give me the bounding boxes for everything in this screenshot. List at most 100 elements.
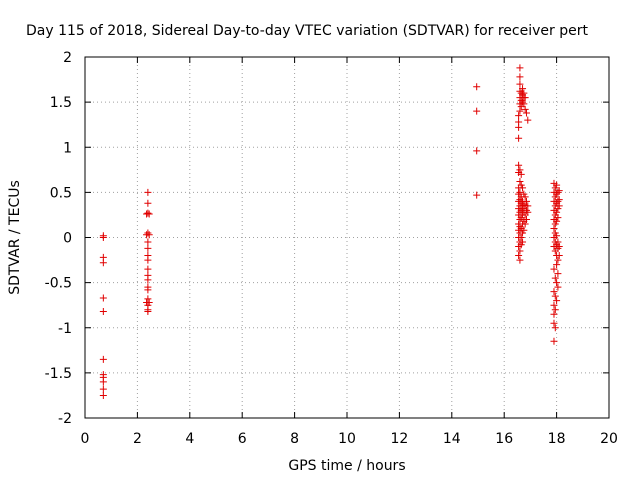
y-tick-label: -1 — [58, 321, 72, 337]
data-point — [550, 310, 558, 318]
data-point — [144, 188, 152, 196]
data-point — [515, 252, 523, 260]
data-point — [522, 109, 530, 117]
data-point — [520, 201, 528, 209]
data-point — [550, 337, 558, 345]
data-point — [516, 178, 524, 186]
data-point — [554, 244, 562, 252]
data-point — [553, 181, 561, 189]
data-point — [473, 191, 481, 199]
data-point — [145, 231, 153, 239]
data-point — [554, 270, 562, 278]
data-point — [516, 80, 524, 88]
data-point — [99, 355, 107, 363]
data-point — [144, 244, 152, 252]
y-tick-label: 1 — [63, 140, 72, 156]
data-point — [99, 259, 107, 267]
data-point — [516, 166, 524, 174]
data-point — [521, 193, 529, 201]
data-point — [473, 147, 481, 155]
data-point — [516, 107, 524, 115]
data-point — [555, 187, 563, 195]
data-point — [144, 199, 152, 207]
data-point — [516, 188, 524, 196]
data-point — [522, 215, 530, 223]
data-point — [519, 184, 527, 192]
data-point — [473, 83, 481, 91]
data-point — [515, 112, 523, 120]
axis-ticks — [84, 56, 610, 419]
data-point — [555, 243, 563, 251]
y-tick-label: 0 — [63, 231, 72, 247]
chart-title: Day 115 of 2018, Sidereal Day-to-day VTE… — [26, 23, 588, 39]
data-point — [99, 378, 107, 386]
data-point — [144, 256, 152, 264]
data-point — [524, 208, 532, 216]
x-tick-label: 20 — [600, 431, 618, 447]
x-tick-label: 6 — [238, 431, 247, 447]
data-point — [524, 116, 532, 124]
data-point — [553, 261, 561, 269]
data-point — [554, 256, 562, 264]
data-point — [554, 214, 562, 222]
data-point — [554, 238, 562, 246]
data-point — [144, 308, 152, 316]
data-point — [515, 134, 523, 142]
data-point — [145, 210, 153, 218]
y-tick-label: -0.5 — [45, 276, 72, 292]
x-tick-label: 4 — [185, 431, 194, 447]
y-axis-label: SDTVAR / TECUs — [7, 180, 23, 295]
data-point — [473, 107, 481, 115]
x-tick-label: 18 — [548, 431, 566, 447]
data-point — [555, 202, 563, 210]
data-point — [555, 196, 563, 204]
grid — [85, 57, 609, 418]
data-point — [99, 385, 107, 393]
data-point — [554, 197, 562, 205]
x-tick-label: 8 — [290, 431, 299, 447]
x-tick-label: 14 — [443, 431, 461, 447]
data-point — [520, 226, 528, 234]
data-point — [553, 208, 561, 216]
data-point — [515, 161, 523, 169]
data-point — [553, 297, 561, 305]
x-tick-label: 16 — [495, 431, 513, 447]
data-point — [550, 301, 558, 309]
y-tick-labels: -2 -1.5 -1 -0.5 0 0.5 1 1.5 2 — [45, 50, 72, 427]
data-point — [554, 283, 562, 291]
data-point — [99, 234, 107, 241]
data-point — [99, 308, 107, 316]
data-point — [144, 265, 152, 273]
data-point — [554, 188, 562, 196]
data-point — [550, 288, 558, 296]
data-point — [519, 98, 527, 106]
y-tick-label: 1.5 — [50, 95, 72, 111]
data-point — [144, 286, 152, 294]
data-point — [550, 319, 558, 327]
x-tick-label: 10 — [338, 431, 356, 447]
data-point — [553, 217, 561, 225]
data-point — [144, 295, 152, 303]
y-tick-label: 0.5 — [50, 185, 72, 201]
data-point — [555, 252, 563, 260]
data-point — [519, 85, 527, 93]
x-tick-label: 2 — [133, 431, 142, 447]
data-point — [550, 265, 558, 273]
data-point — [522, 197, 530, 205]
data-point — [99, 294, 107, 302]
data-point — [516, 256, 524, 264]
data-point — [517, 234, 525, 241]
data-point — [521, 94, 529, 102]
data-point — [516, 215, 524, 223]
data-point — [550, 224, 558, 232]
data-point — [99, 391, 107, 399]
data-point — [519, 238, 527, 246]
data-point — [520, 100, 528, 108]
data-point — [516, 64, 524, 72]
data-point — [553, 232, 561, 240]
data-point — [516, 247, 524, 255]
data-point — [515, 123, 523, 131]
x-tick-label: 12 — [390, 431, 408, 447]
y-tick-label: -1.5 — [45, 366, 72, 382]
